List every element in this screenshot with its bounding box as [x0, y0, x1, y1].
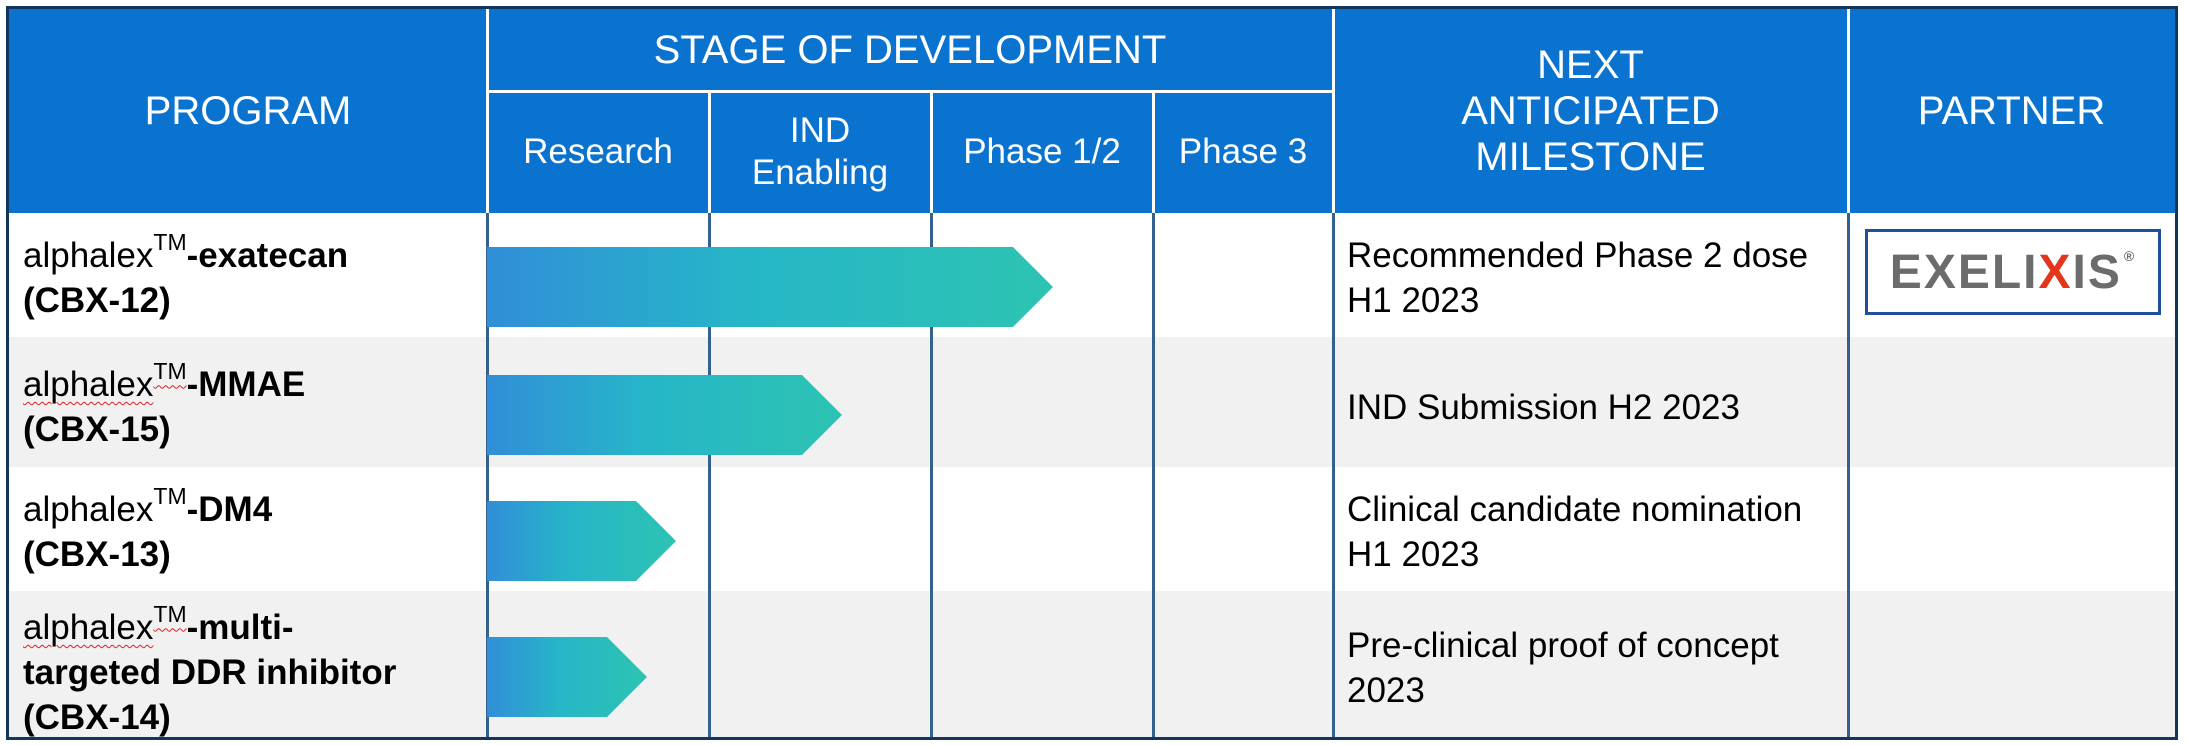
header-divider	[487, 90, 1333, 93]
program-name: alphalexTM-DM4 (CBX-13)	[23, 483, 273, 574]
progress-arrow	[487, 637, 647, 717]
header-stage-ind-enabling: IND Enabling	[709, 91, 931, 213]
header-stage-phase-1-2: Phase 1/2	[931, 91, 1153, 213]
column-divider	[1152, 213, 1155, 737]
milestone-text: Pre-clinical proof of concept 2023	[1347, 626, 1779, 710]
column-divider	[1847, 213, 1850, 737]
header-partner: PARTNER	[1848, 9, 2175, 213]
table-row	[9, 591, 2175, 737]
header-divider	[930, 91, 933, 213]
header-divider	[1152, 91, 1155, 213]
header-program: PROGRAM	[9, 9, 487, 213]
header-divider	[486, 9, 489, 213]
header-divider	[1332, 9, 1335, 213]
header-stage-phase-3: Phase 3	[1153, 91, 1333, 213]
header-divider	[1847, 9, 1850, 213]
program-name: alphalexTM-MMAE (CBX-15)	[23, 358, 306, 449]
column-divider	[708, 213, 711, 737]
header-stage-research: Research	[487, 91, 709, 213]
column-divider	[930, 213, 933, 737]
progress-arrow	[487, 247, 1053, 327]
table-row	[9, 337, 2175, 467]
milestone-text: Clinical candidate nomination H1 2023	[1347, 490, 1803, 574]
milestone-text: Recommended Phase 2 dose H1 2023	[1347, 236, 1809, 320]
header-divider	[708, 91, 711, 213]
table-row	[9, 467, 2175, 591]
milestone-text: IND Submission H2 2023	[1347, 388, 1740, 427]
header-stage-of-development: STAGE OF DEVELOPMENT	[487, 9, 1333, 91]
exelixis-logo: EXELI X IS ®	[1865, 229, 2161, 315]
program-name: alphalexTM-multi- targeted DDR inhibitor…	[23, 601, 397, 737]
progress-arrow	[487, 501, 676, 581]
program-name: alphalexTM-exatecan (CBX-12)	[23, 229, 349, 320]
pipeline-table: PROGRAM STAGE OF DEVELOPMENT Research IN…	[6, 6, 2178, 740]
header-next-milestone: NEXT ANTICIPATED MILESTONE	[1333, 9, 1848, 213]
progress-arrow	[487, 375, 842, 455]
column-divider	[486, 213, 489, 737]
column-divider	[1332, 213, 1335, 737]
